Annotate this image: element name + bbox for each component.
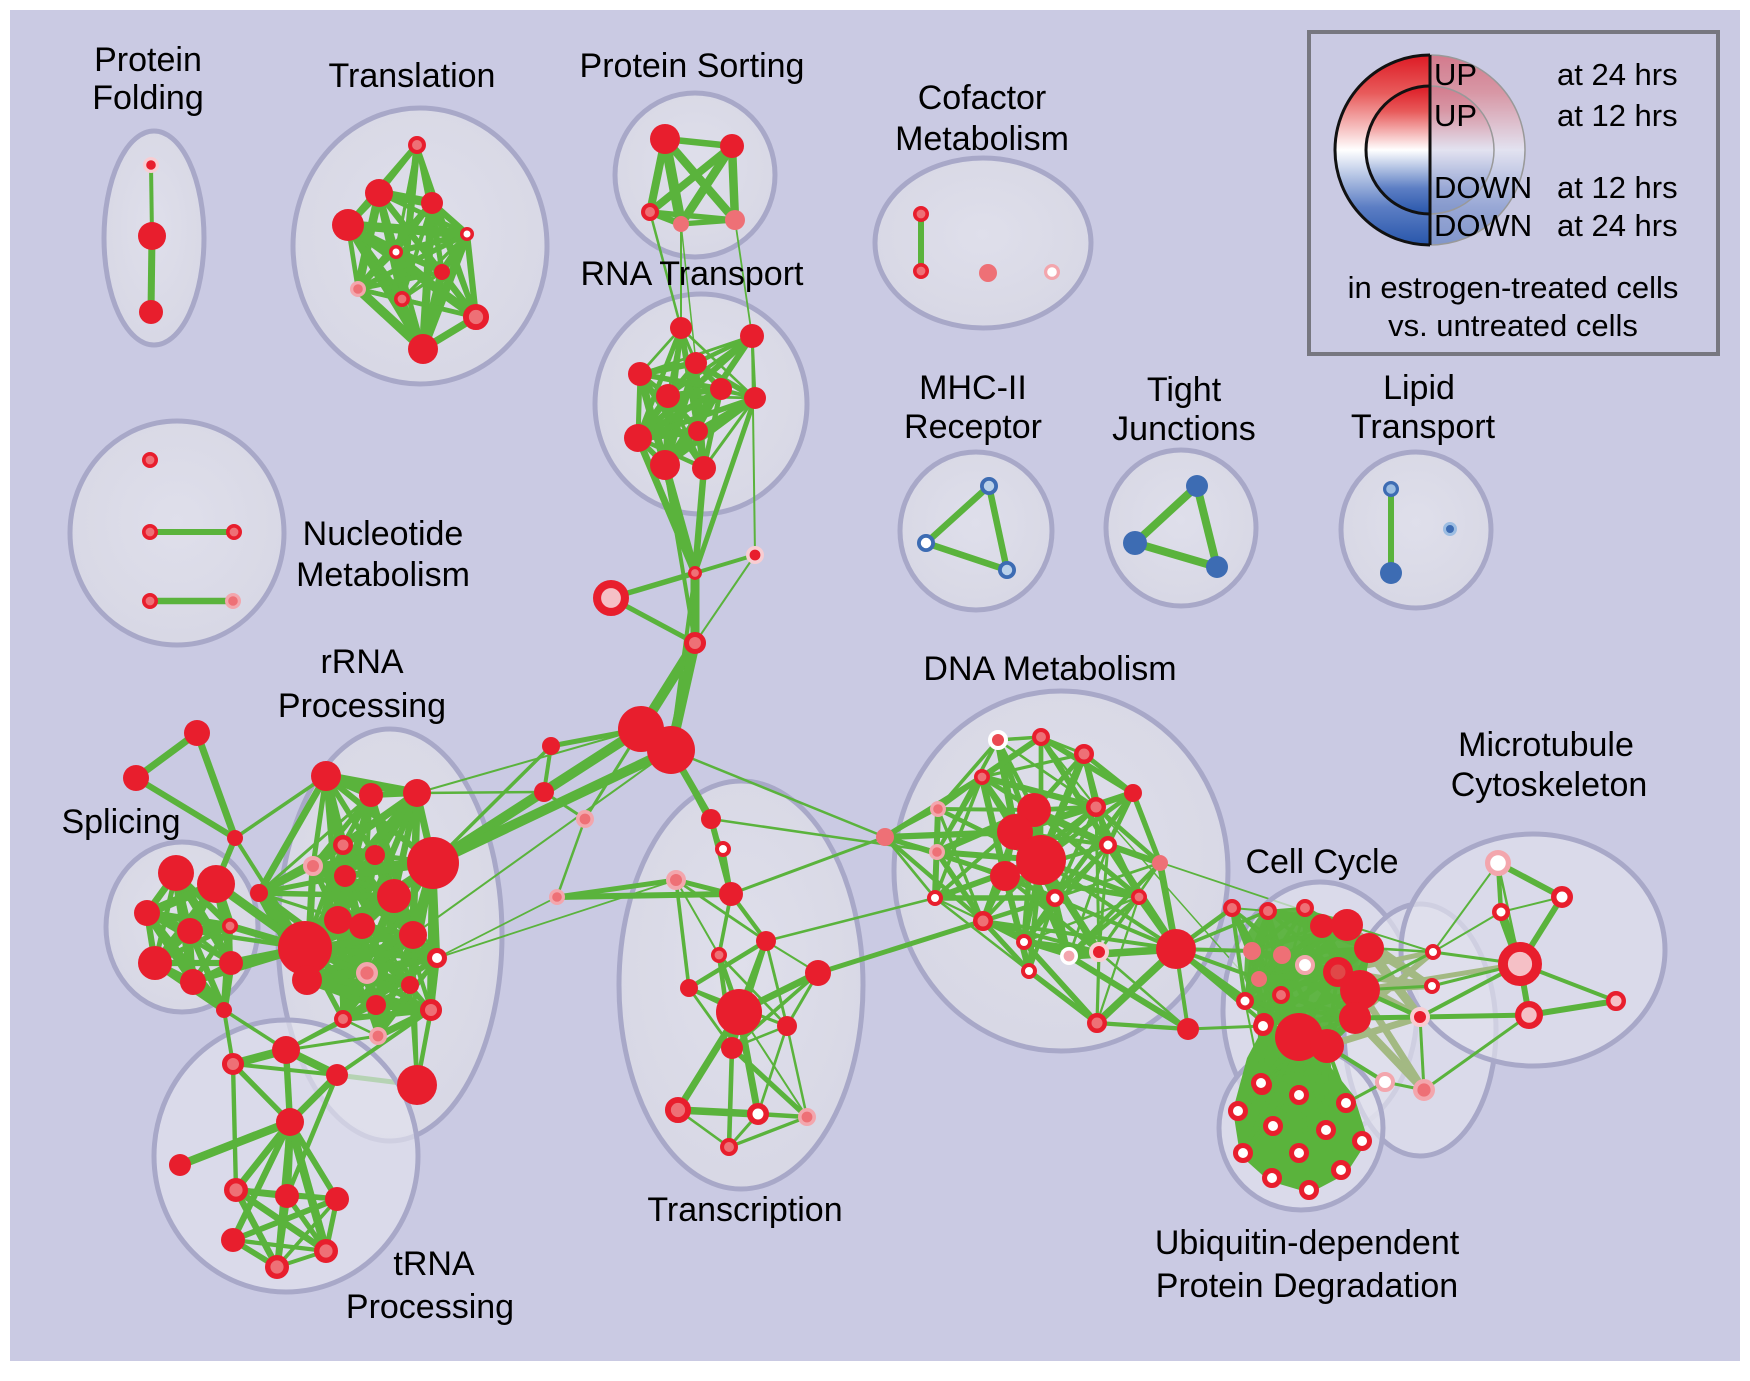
svg-text:at 24 hrs: at 24 hrs: [1557, 57, 1678, 92]
svg-text:Protein: Protein: [94, 41, 202, 79]
svg-text:in estrogen-treated cells: in estrogen-treated cells: [1348, 270, 1679, 305]
svg-text:at 12 hrs: at 12 hrs: [1557, 98, 1678, 133]
svg-text:vs. untreated cells: vs. untreated cells: [1388, 308, 1638, 343]
svg-text:Receptor: Receptor: [904, 408, 1042, 446]
svg-text:Junctions: Junctions: [1112, 410, 1256, 448]
svg-text:UP: UP: [1434, 98, 1477, 133]
svg-text:Cell Cycle: Cell Cycle: [1245, 843, 1398, 881]
svg-text:DNA Metabolism: DNA Metabolism: [923, 650, 1176, 688]
svg-text:DOWN: DOWN: [1434, 208, 1532, 243]
svg-text:Metabolism: Metabolism: [296, 556, 470, 594]
svg-text:Protein Sorting: Protein Sorting: [580, 47, 805, 85]
svg-text:Processing: Processing: [278, 687, 446, 725]
svg-text:Cytoskeleton: Cytoskeleton: [1451, 766, 1648, 804]
svg-text:UP: UP: [1434, 57, 1477, 92]
svg-text:Cofactor: Cofactor: [918, 79, 1047, 117]
svg-text:Tight: Tight: [1147, 371, 1222, 409]
svg-text:Microtubule: Microtubule: [1458, 726, 1634, 764]
svg-text:tRNA: tRNA: [393, 1245, 475, 1283]
svg-text:Protein Degradation: Protein Degradation: [1156, 1267, 1458, 1305]
svg-text:RNA Transport: RNA Transport: [581, 255, 805, 293]
svg-text:DOWN: DOWN: [1434, 170, 1532, 205]
svg-text:Folding: Folding: [92, 79, 204, 117]
svg-text:Splicing: Splicing: [61, 803, 180, 841]
svg-text:Ubiquitin-dependent: Ubiquitin-dependent: [1155, 1224, 1460, 1262]
svg-text:rRNA: rRNA: [320, 643, 403, 681]
svg-text:MHC-II: MHC-II: [919, 369, 1027, 407]
svg-text:Transport: Transport: [1351, 408, 1496, 446]
svg-text:at 24 hrs: at 24 hrs: [1557, 208, 1678, 243]
svg-text:Processing: Processing: [346, 1288, 514, 1326]
svg-text:Lipid: Lipid: [1383, 369, 1455, 407]
svg-text:Metabolism: Metabolism: [895, 120, 1069, 158]
svg-text:Translation: Translation: [329, 57, 496, 95]
svg-text:Transcription: Transcription: [647, 1191, 842, 1229]
svg-text:Nucleotide: Nucleotide: [303, 515, 464, 553]
svg-text:at 12 hrs: at 12 hrs: [1557, 170, 1678, 205]
